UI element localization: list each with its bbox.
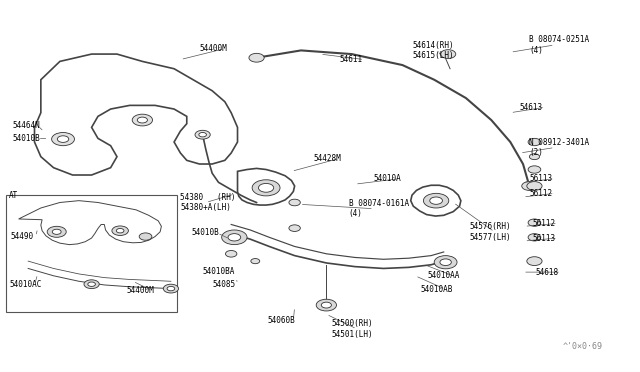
- Circle shape: [221, 230, 247, 245]
- Circle shape: [88, 282, 95, 286]
- Circle shape: [316, 299, 337, 311]
- Circle shape: [527, 257, 542, 266]
- Circle shape: [528, 219, 541, 226]
- Text: 54380   (RH)
54380+A(LH): 54380 (RH) 54380+A(LH): [180, 193, 236, 212]
- Text: 54010A: 54010A: [374, 174, 402, 183]
- Circle shape: [289, 199, 300, 206]
- Circle shape: [529, 154, 540, 160]
- Circle shape: [199, 132, 207, 137]
- Text: 54490: 54490: [10, 232, 33, 241]
- Text: 54010AB: 54010AB: [420, 285, 452, 294]
- Circle shape: [522, 182, 537, 190]
- Circle shape: [527, 182, 542, 190]
- Text: 54613: 54613: [520, 103, 543, 112]
- Text: 56112: 56112: [529, 189, 552, 198]
- Circle shape: [252, 180, 280, 196]
- Circle shape: [139, 233, 152, 240]
- Text: 54010AC: 54010AC: [9, 280, 42, 289]
- Text: ^'0×0·69: ^'0×0·69: [563, 342, 602, 351]
- Text: B 08074-0161A
(4): B 08074-0161A (4): [349, 199, 409, 218]
- Circle shape: [424, 193, 449, 208]
- Circle shape: [528, 138, 541, 146]
- Text: 54618: 54618: [536, 267, 559, 277]
- Circle shape: [47, 226, 66, 237]
- Circle shape: [163, 284, 179, 293]
- Text: AT: AT: [9, 191, 19, 200]
- Circle shape: [116, 228, 124, 233]
- Text: 54464N: 54464N: [12, 121, 40, 130]
- Text: B 08074-0251A
(4): B 08074-0251A (4): [529, 35, 589, 55]
- Circle shape: [167, 286, 175, 291]
- Circle shape: [434, 256, 457, 269]
- Text: 54614(RH)
54615(LH): 54614(RH) 54615(LH): [412, 41, 454, 60]
- Text: 54400M: 54400M: [200, 44, 227, 53]
- Text: 54010BA: 54010BA: [203, 267, 235, 276]
- Text: 56113: 56113: [532, 234, 556, 243]
- Text: 54576(RH)
54577(LH): 54576(RH) 54577(LH): [469, 222, 511, 241]
- Circle shape: [52, 229, 61, 234]
- Text: 54010AA: 54010AA: [428, 271, 460, 280]
- Text: 54010B: 54010B: [192, 228, 220, 237]
- Circle shape: [251, 259, 260, 264]
- Circle shape: [249, 53, 264, 62]
- Circle shape: [440, 259, 451, 266]
- Text: 54010B: 54010B: [12, 134, 40, 143]
- Circle shape: [228, 234, 241, 241]
- Circle shape: [440, 50, 456, 58]
- Circle shape: [84, 280, 99, 289]
- Circle shape: [528, 234, 541, 241]
- Circle shape: [112, 226, 129, 235]
- FancyBboxPatch shape: [6, 195, 177, 312]
- Text: 54060B: 54060B: [268, 316, 296, 325]
- Circle shape: [137, 117, 147, 123]
- Text: 54611: 54611: [339, 55, 362, 64]
- Circle shape: [58, 136, 68, 142]
- Circle shape: [321, 302, 332, 308]
- Text: 54085: 54085: [212, 280, 236, 289]
- Text: N 08912-3401A
(2): N 08912-3401A (2): [529, 138, 589, 157]
- Circle shape: [52, 132, 74, 146]
- Text: 54428M: 54428M: [314, 154, 341, 163]
- Circle shape: [429, 197, 442, 204]
- Text: 54400M: 54400M: [127, 286, 154, 295]
- Circle shape: [132, 114, 152, 126]
- Text: 56113: 56113: [529, 174, 552, 183]
- Text: 54500(RH)
54501(LH): 54500(RH) 54501(LH): [332, 319, 373, 339]
- Circle shape: [225, 250, 237, 257]
- Circle shape: [259, 183, 274, 192]
- Circle shape: [528, 166, 541, 173]
- Text: 56112: 56112: [532, 219, 556, 228]
- Circle shape: [289, 225, 300, 231]
- Circle shape: [195, 130, 211, 139]
